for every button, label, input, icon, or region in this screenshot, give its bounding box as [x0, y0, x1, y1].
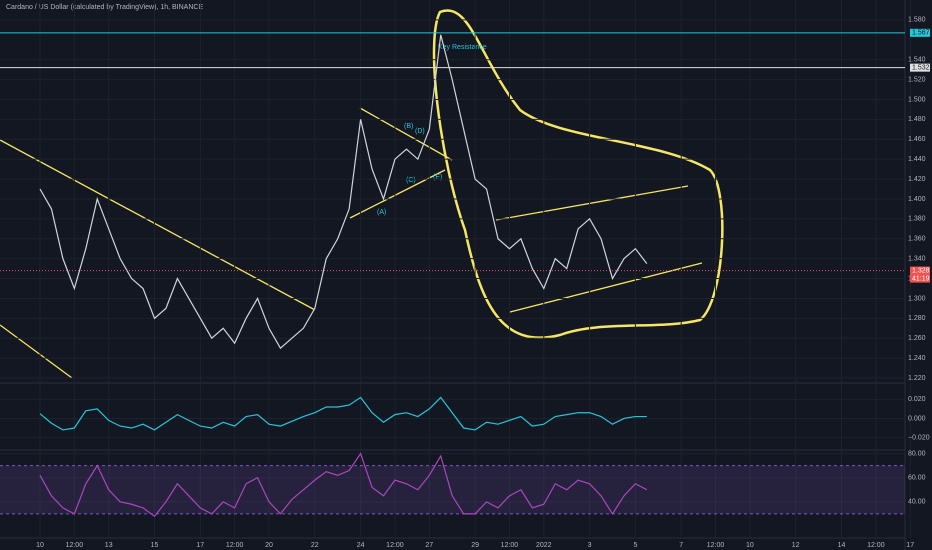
triangle-line	[359, 107, 453, 161]
y-tick-label: 40.00	[908, 499, 926, 506]
y-tick-label: 1.220	[908, 375, 926, 382]
chart-title: Cardano / US Dollar (calculated by Tradi…	[6, 4, 203, 11]
y-tick-label: 1.520	[908, 76, 926, 83]
y-tick-label: 1.340	[908, 255, 926, 262]
x-tick-label: 7	[679, 542, 683, 549]
y-tick-label: 1.360	[908, 236, 926, 243]
trend-line	[0, 324, 73, 379]
y-tick-label: 1.480	[908, 116, 926, 123]
x-tick-label: 22	[311, 542, 319, 549]
x-tick-label: 3	[588, 542, 592, 549]
trend-line	[0, 139, 316, 311]
level-tag	[910, 28, 930, 37]
y-tick-label: 0.000	[908, 415, 926, 422]
y-tick-label: 1.580	[908, 17, 926, 24]
y-tick-label: 1.440	[908, 156, 926, 163]
x-tick-label: 12	[792, 542, 800, 549]
y-tick-label: 1.420	[908, 176, 926, 183]
x-tick-label: 13	[105, 542, 113, 549]
y-tick-label: 1.380	[908, 216, 926, 223]
annotation: (B)	[404, 123, 413, 130]
series-line	[39, 396, 647, 431]
x-tick-label: 20	[265, 542, 273, 549]
series-line	[39, 452, 648, 518]
y-tick-label: 1.240	[908, 355, 926, 362]
x-tick-label: 5	[633, 542, 637, 549]
channel-line	[509, 262, 703, 313]
annotation: (D)	[415, 128, 425, 135]
last-price-label: 1.328	[912, 267, 930, 274]
x-tick-label: 17	[906, 542, 914, 549]
series-line	[39, 34, 648, 350]
annotation: (E)	[433, 174, 442, 181]
level-tag	[910, 63, 930, 72]
x-tick-label: 10	[36, 542, 44, 549]
annotation: (A)	[377, 209, 386, 216]
x-tick-label: 12:00	[386, 542, 404, 549]
last-price-tag	[910, 266, 930, 283]
level-label: 1.532	[912, 64, 930, 71]
y-tick-label: 1.500	[908, 96, 926, 103]
y-tick-label: 1.460	[908, 136, 926, 143]
channel-line	[495, 185, 689, 221]
annotation: (C)	[406, 177, 416, 184]
rsi-band	[0, 465, 905, 514]
y-tick-label: 1.540	[908, 57, 926, 64]
x-tick-label: 14	[838, 542, 846, 549]
y-tick-label: 1.300	[908, 295, 926, 302]
countdown: 41:19	[912, 275, 930, 282]
annotation: Key Resistance	[438, 44, 487, 51]
x-tick-label: 24	[357, 542, 365, 549]
x-tick-label: 12:00	[501, 542, 519, 549]
x-tick-label: 12:00	[226, 542, 244, 549]
x-tick-label: 2022	[536, 542, 552, 549]
x-tick-label: 12:00	[707, 542, 725, 549]
y-tick-label: 60.00	[908, 475, 926, 482]
x-tick-label: 29	[471, 542, 479, 549]
x-tick-label: 12:00	[867, 542, 885, 549]
x-tick-label: 10	[746, 542, 754, 549]
x-tick-label: 27	[425, 542, 433, 549]
y-tick-label: 0.020	[908, 396, 926, 403]
y-tick-label: 1.400	[908, 196, 926, 203]
x-tick-label: 15	[151, 542, 159, 549]
x-tick-label: 17	[196, 542, 204, 549]
y-tick-label: 1.280	[908, 315, 926, 322]
x-tick-label: 12:00	[66, 542, 84, 549]
level-label: 1.567	[912, 30, 930, 37]
y-tick-label: 1.260	[908, 335, 926, 342]
y-tick-label: −0.020	[908, 434, 930, 441]
y-tick-label: 80.00	[908, 450, 926, 457]
